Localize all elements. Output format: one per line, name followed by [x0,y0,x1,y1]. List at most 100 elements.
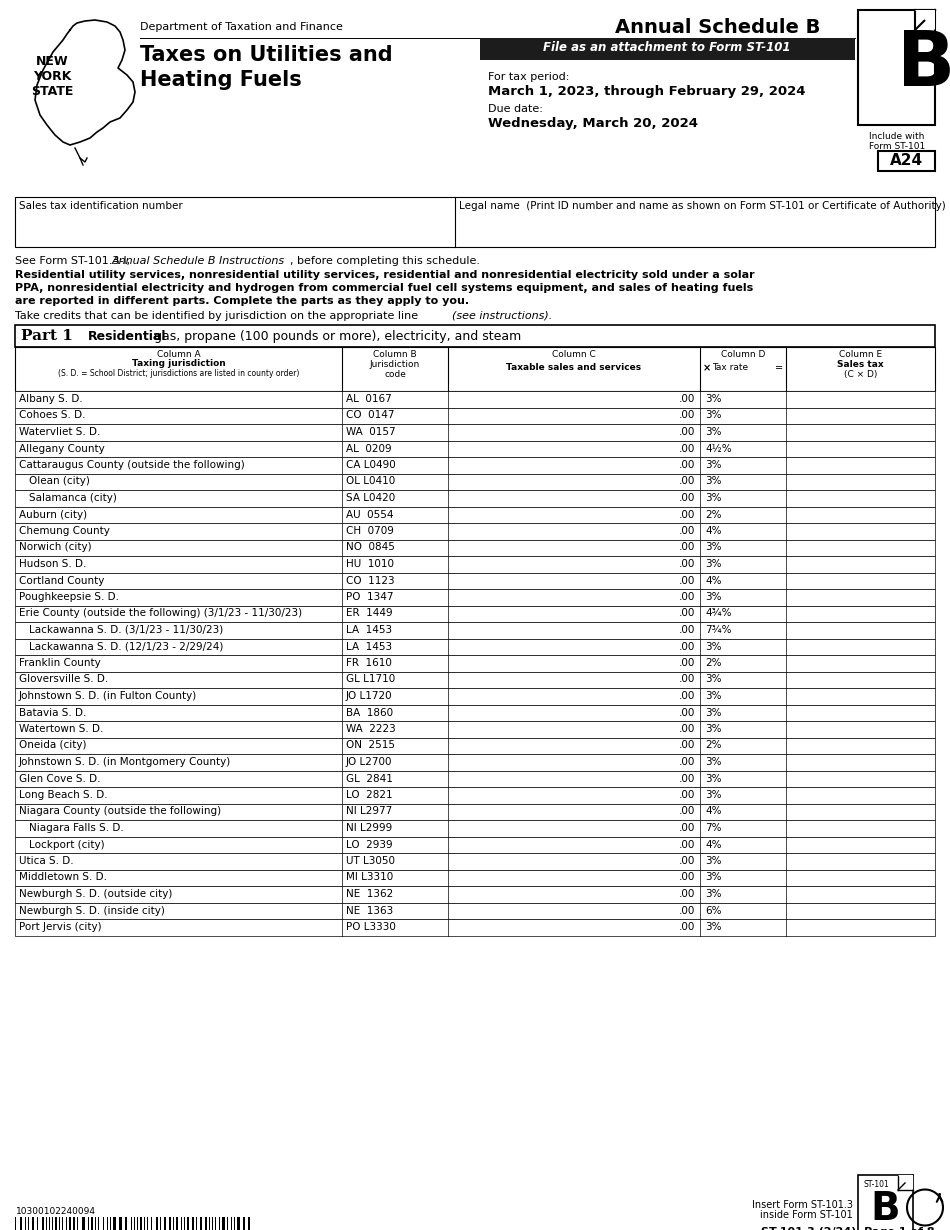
Text: .00: .00 [678,774,695,784]
Bar [137,1216,138,1230]
Bar [88,1216,89,1230]
Text: JO L2700: JO L2700 [346,756,392,768]
Text: AL  0167: AL 0167 [346,394,391,403]
Bar [69,1216,71,1230]
Bar [25,1216,26,1230]
Text: .00: .00 [678,889,695,899]
Text: Annual Schedule B: Annual Schedule B [615,18,821,37]
Text: Residential utility services, nonresidential utility services, residential and n: Residential utility services, nonresiden… [15,271,754,280]
Bar [15,540,935,556]
Text: .00: .00 [678,856,695,866]
Bar [55,1216,57,1230]
Text: 3%: 3% [705,790,721,800]
Text: Column A: Column A [157,351,200,359]
Bar [858,10,935,125]
Text: .00: .00 [678,840,695,850]
Bar [176,1216,178,1230]
Bar [192,1216,194,1230]
Bar [15,852,935,870]
Text: 3%: 3% [705,774,721,784]
Text: Insert Form ST-101.3: Insert Form ST-101.3 [752,1200,853,1210]
Text: Watertown S. D.: Watertown S. D. [19,724,104,734]
Text: .00: .00 [678,526,695,536]
Text: NE  1363: NE 1363 [346,905,393,915]
Bar [15,688,935,705]
Text: inside Form ST-101: inside Form ST-101 [760,1210,853,1220]
Text: , before completing this schedule.: , before completing this schedule. [290,256,480,266]
Text: 3%: 3% [705,691,721,701]
Text: 3%: 3% [705,394,721,403]
Bar [215,1216,216,1230]
Text: Chemung County: Chemung County [19,526,110,536]
Text: .00: .00 [678,558,695,569]
Text: .00: .00 [678,658,695,668]
Text: Auburn (city): Auburn (city) [19,509,87,519]
Text: See Form ST-101.3-I,: See Form ST-101.3-I, [15,256,134,266]
Bar [15,391,935,407]
Bar [15,622,935,638]
Bar [227,1216,228,1230]
Text: 3%: 3% [705,707,721,717]
Bar [20,1216,22,1230]
Text: FR  1610: FR 1610 [346,658,391,668]
Text: Taxable sales and services: Taxable sales and services [506,363,641,371]
Text: Gloversville S. D.: Gloversville S. D. [19,674,108,685]
Bar [49,1216,50,1230]
Text: Jurisdiction: Jurisdiction [370,360,420,369]
Bar [82,1216,85,1230]
Text: Hudson S. D.: Hudson S. D. [19,558,86,569]
Bar [119,1216,122,1230]
Text: Norwich (city): Norwich (city) [19,542,91,552]
Text: UT L3050: UT L3050 [346,856,395,866]
Text: File as an attachment to Form ST-101: File as an attachment to Form ST-101 [543,41,790,54]
Text: 3%: 3% [705,592,721,601]
Text: 3%: 3% [705,922,721,932]
Text: 3%: 3% [705,476,721,487]
Text: 4%: 4% [705,807,721,817]
Text: .00: .00 [678,509,695,519]
Text: Wednesday, March 20, 2024: Wednesday, March 20, 2024 [488,117,698,130]
Text: LA  1453: LA 1453 [346,625,392,635]
Text: PO L3330: PO L3330 [346,922,396,932]
Text: 2%: 2% [705,740,721,750]
Bar [110,1216,111,1230]
Text: Glen Cove S. D.: Glen Cove S. D. [19,774,101,784]
Text: 3%: 3% [705,642,721,652]
Text: Column E: Column E [839,351,882,359]
Text: 3%: 3% [705,872,721,882]
Text: LA  1453: LA 1453 [346,642,392,652]
Bar [15,589,935,605]
Text: Watervliet S. D.: Watervliet S. D. [19,427,101,437]
Bar [212,1216,213,1230]
Text: Column C: Column C [552,351,596,359]
Bar [222,1216,225,1230]
Bar [231,1216,232,1230]
Text: Olean (city): Olean (city) [29,476,90,487]
Text: CO  1123: CO 1123 [346,576,394,585]
Bar [878,151,935,171]
Text: MI L3310: MI L3310 [346,872,393,882]
Bar [66,1216,67,1230]
Text: Long Beach S. D.: Long Beach S. D. [19,790,107,800]
Text: 3%: 3% [705,493,721,503]
Text: Form ST-101: Form ST-101 [869,141,925,151]
Bar [15,919,935,936]
Bar [15,656,935,672]
Text: .00: .00 [678,493,695,503]
Text: Utica S. D.: Utica S. D. [19,856,74,866]
Text: YORK: YORK [33,70,71,82]
Text: Taxing jurisdiction: Taxing jurisdiction [132,359,225,368]
Text: code: code [384,370,406,379]
Text: Department of Taxation and Finance: Department of Taxation and Finance [140,22,343,32]
Bar [156,1216,158,1230]
Text: Lackawanna S. D. (12/1/23 - 2/29/24): Lackawanna S. D. (12/1/23 - 2/29/24) [29,642,223,652]
Bar [15,803,935,820]
Text: NO  0845: NO 0845 [346,542,395,552]
Bar [200,1216,202,1230]
Bar [91,1216,93,1230]
Bar [42,1216,44,1230]
Bar [15,325,935,347]
Text: A24: A24 [889,153,922,169]
Text: .00: .00 [678,922,695,932]
Bar [15,705,935,721]
